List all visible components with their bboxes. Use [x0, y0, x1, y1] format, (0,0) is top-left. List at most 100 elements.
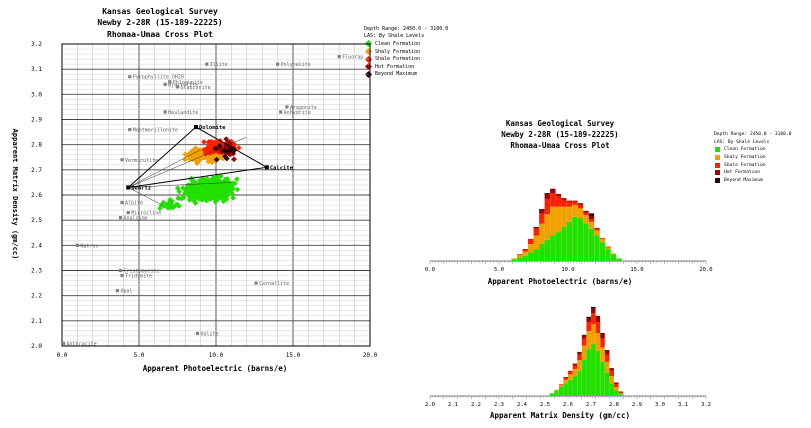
legend-item-clean: Clean Formation: [714, 146, 791, 154]
clean-point: [174, 201, 181, 208]
hist-pe-bar-clean: [533, 249, 539, 261]
hist-rho-bar-shale: [568, 371, 573, 375]
clean-point: [223, 186, 229, 192]
triangle-ray: [128, 187, 163, 206]
shale-swatch-icon: [715, 162, 720, 168]
mineral-label: Fluorap: [342, 55, 363, 61]
clean-point: [176, 203, 182, 209]
hist-rho-bar-beyond: [604, 350, 610, 351]
hist-pe-bar-shaly: [610, 253, 617, 255]
histogram-rho-xlabel: Apparent Matrix Density (gm/cc): [490, 411, 630, 420]
clean-point: [187, 194, 194, 201]
beyond-point: [231, 147, 237, 154]
hist-pe-bar-hot: [566, 200, 573, 202]
endpoint-marker: [193, 125, 198, 130]
hist-pe-bar-hot: [594, 227, 600, 229]
y-tick-label: 3.1: [31, 66, 42, 73]
hist-rho-tick-label: 3.2: [701, 402, 711, 408]
legend-label: Clean Formation: [724, 147, 766, 153]
shaly-point: [191, 148, 198, 155]
hist-pe-bar-clean: [555, 232, 562, 261]
legend-item-beyond: Beyond Maximum: [714, 177, 791, 185]
clean-point: [223, 192, 230, 199]
clean-point: [203, 188, 209, 195]
clean-point: [175, 195, 181, 202]
mineral-marker: [163, 82, 167, 86]
hist-rho-bar-beyond: [581, 334, 587, 336]
legend-item-shaly: Shaly Formation: [364, 48, 448, 56]
hist-rho-bar-hot: [581, 335, 587, 339]
mineral-marker: [175, 85, 180, 89]
mineral-marker: [254, 281, 258, 285]
y-tick-label: 2.8: [31, 142, 42, 149]
hist-rho-bar-hot: [572, 363, 578, 366]
clean-point: [199, 178, 206, 185]
hist-rho-tick-label: 2.0: [425, 402, 435, 408]
hist-rho-bar-shale: [581, 338, 587, 346]
mineral-marker: [168, 80, 172, 84]
hist-pe-bar-shaly: [522, 251, 528, 256]
hot-point: [217, 147, 224, 153]
clean-point: [191, 182, 197, 188]
legend-label: Shaly Formation: [375, 48, 421, 55]
hist-pe-bar-hot: [528, 238, 534, 240]
clean-point: [229, 185, 236, 191]
clean-point: [180, 185, 186, 191]
hist-pe-bar-shale: [566, 201, 573, 207]
hist-rho-tick-label: 2.4: [517, 402, 528, 408]
mineral-marker: [195, 331, 200, 336]
hist-rho-bar-clean: [600, 361, 605, 396]
hist-rho-bar-clean: [591, 343, 596, 396]
y-tick-label: 2.5: [31, 217, 42, 224]
hot-point: [225, 143, 231, 149]
clean-point: [207, 193, 213, 200]
legend-label: Hot Formation: [375, 63, 415, 70]
mineral-label: Pyrophyllite OH20: [133, 75, 184, 81]
hist-rho-bar-shaly: [609, 376, 614, 384]
clean-point: [189, 188, 195, 195]
hist-pe-bar-shale: [588, 219, 595, 222]
hist-rho-bar-beyond: [595, 315, 601, 317]
x-tick-label: 5.0: [134, 352, 145, 359]
crossplot-title: Kansas Geological Survey: [102, 7, 218, 16]
beyond-point: [224, 155, 230, 162]
clean-point: [212, 198, 219, 205]
histogram-legend: Depth Range: 2450.0 - 3100.0 LAS: By Sha…: [714, 131, 791, 184]
shaly-point: [193, 154, 199, 161]
mineral-label: Polyhalite: [281, 62, 311, 68]
mineral-label: Carnallite: [259, 281, 289, 287]
hist-pe-bar-shaly: [605, 247, 611, 250]
las-label: LAS: By Shale Levels: [364, 33, 425, 40]
mineral-label: Halite: [201, 331, 219, 337]
mineral-marker: [205, 62, 209, 66]
hist-rho-bar-shale: [618, 392, 624, 394]
crossplot-grid: [61, 43, 371, 347]
shaly-point: [191, 156, 197, 162]
hist-rho-bar-beyond: [600, 333, 605, 334]
clean-point: [204, 176, 211, 182]
triangle-edge: [127, 126, 197, 188]
hist-pe-bar-shale: [583, 212, 589, 216]
hist-rho-bar-shale: [577, 354, 582, 360]
hist-rho-bar-shaly: [558, 385, 564, 387]
hist-rho-bar-shaly: [618, 393, 624, 395]
hist-rho-bar-hot: [609, 368, 614, 371]
hist-pe-bar-shale: [577, 204, 584, 209]
hist-pe-bar-clean: [599, 242, 606, 261]
hist-pe-bar-shale: [605, 246, 611, 248]
hist-pe-bar-shale: [550, 193, 556, 207]
triangle-edge: [128, 166, 267, 188]
mineral-marker: [118, 216, 123, 220]
hist-pe-bar-hot: [577, 203, 584, 205]
hist-rho-bar-shale: [604, 354, 610, 362]
mineral-label: Montmorillonite: [133, 128, 178, 134]
mineral-marker: [61, 341, 66, 346]
y-tick-label: 3.0: [31, 91, 42, 98]
y-tick-label: 2.3: [31, 268, 42, 275]
mineral-label: Albite: [125, 201, 143, 207]
hist-pe-bar-clean: [577, 218, 584, 261]
hist-pe-bar-shale: [599, 238, 606, 239]
mineral-label: Anhydrite: [284, 110, 311, 116]
shale-point: [235, 144, 242, 151]
clean-point: [160, 199, 167, 206]
